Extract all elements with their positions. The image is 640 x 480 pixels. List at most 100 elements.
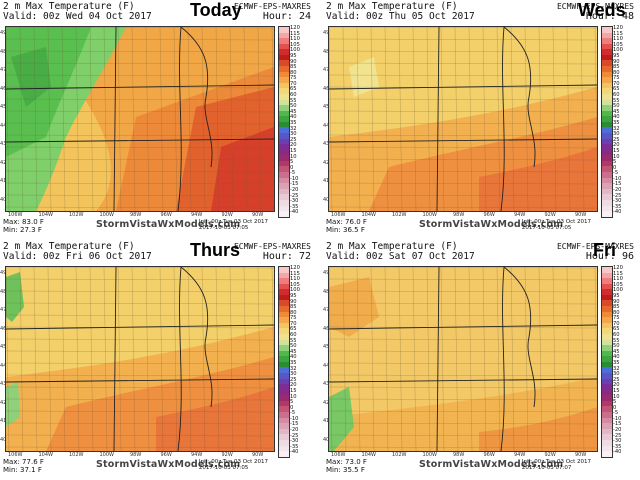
colorbar-swatch	[602, 99, 612, 106]
colorbar-label: 70	[613, 80, 620, 87]
colorbar-swatch	[279, 88, 289, 94]
colorbar-label: 5	[613, 399, 617, 406]
state-border	[180, 27, 213, 168]
colorbar-swatch	[279, 66, 289, 72]
colorbar-swatch	[602, 177, 612, 184]
min-value: Min: 27.3 F	[3, 226, 42, 234]
colorbar-label: 120	[613, 25, 623, 31]
colorbar-swatch	[602, 88, 612, 94]
colorbar-swatch	[602, 272, 612, 279]
colorbar-swatch	[279, 38, 289, 44]
colorbar-swatch	[602, 356, 612, 362]
colorbar-swatch	[279, 116, 289, 122]
colorbar-label: 5	[290, 159, 294, 166]
colorbar-swatch	[602, 166, 612, 173]
colorbar-swatch	[602, 121, 612, 128]
colorbar-label: -35	[290, 443, 299, 450]
colorbar-label: 115	[613, 270, 623, 277]
valid-time: Valid: 00z Wed 04 Oct 2017	[3, 11, 152, 22]
colorbar-swatch	[279, 199, 289, 206]
colorbar-swatch	[279, 300, 289, 307]
colorbar-label: 35	[613, 360, 620, 366]
colorbar-swatch	[602, 451, 612, 457]
max-value: Max: 77.6 F	[3, 458, 44, 466]
colorbar-label: -20	[613, 427, 622, 434]
brand-watermark: StormVistaWxModels.com	[419, 459, 564, 470]
colorbar-swatch	[279, 378, 289, 385]
forecast-panel-3: 120 115 110 105 100 95 90 85 80 75 70 65 60 55 50 45 40 3…	[0, 240, 316, 476]
colorbar-label: 5	[290, 399, 294, 406]
state-border	[113, 27, 117, 211]
colorbar-swatch	[279, 445, 289, 452]
colorbar-swatch	[279, 149, 289, 156]
min-value: Min: 37.1 F	[3, 466, 42, 474]
temperature-region	[156, 387, 274, 451]
temperature-region	[329, 277, 379, 337]
colorbar-label: 80	[613, 69, 620, 76]
colorbar-label: 70	[290, 80, 297, 87]
colorbar-label: 55	[613, 337, 620, 344]
colorbar-swatch	[602, 384, 612, 390]
colorbar-label: 10	[613, 393, 620, 400]
colorbar-swatch	[602, 339, 612, 346]
colorbar-swatch	[602, 49, 612, 55]
colorbar-swatch	[602, 172, 612, 178]
day-label: Today	[190, 0, 242, 20]
colorbar-swatch	[279, 350, 289, 357]
colorbar-swatch	[279, 77, 289, 83]
colorbar-label: -25	[613, 192, 622, 199]
colorbar-label: 105	[613, 281, 623, 288]
state-border	[503, 27, 536, 168]
colorbar-swatch	[602, 412, 612, 418]
colorbar-label: 65	[613, 86, 620, 93]
longitude-label: 92W	[544, 452, 556, 458]
colorbar-swatch	[602, 333, 612, 340]
colorbar-label: 120	[290, 25, 300, 31]
colorbar-swatch	[279, 144, 289, 150]
day-label: Fri	[593, 240, 617, 260]
colorbar-swatch	[279, 306, 289, 312]
longitude-label: 102W	[69, 212, 84, 218]
colorbar-label: 25	[290, 136, 297, 143]
state-border	[6, 138, 274, 143]
colorbar-swatch	[602, 32, 612, 39]
colorbar-label: -35	[613, 443, 622, 450]
longitude-label: 96W	[483, 452, 495, 458]
colorbar-swatch	[602, 300, 612, 307]
colorbar-swatch	[602, 71, 612, 78]
colorbar-swatch	[602, 361, 612, 368]
colorbar	[278, 266, 290, 458]
longitude-label: 90W	[252, 212, 264, 218]
colorbar-label: 55	[290, 337, 297, 344]
state-border	[436, 27, 440, 211]
colorbar-swatch	[602, 194, 612, 200]
init-line: Init: 00z Tue 03 Oct 2017	[521, 219, 591, 225]
longitude-label: 92W	[221, 452, 233, 458]
temperature-region	[479, 407, 597, 451]
map-field	[329, 27, 597, 211]
colorbar-label: 45	[290, 348, 297, 355]
colorbar-label: 110	[290, 276, 300, 283]
colorbar-label: 95	[613, 292, 620, 299]
state-border	[329, 84, 597, 90]
colorbar-swatch	[602, 445, 612, 452]
colorbar-label: 35	[290, 120, 297, 126]
colorbar-label: 105	[290, 41, 300, 48]
colorbar-label: 90	[290, 58, 297, 65]
valid-time: Valid: 00z Sat 07 Oct 2017	[326, 251, 475, 262]
colorbar-swatch	[602, 345, 612, 351]
init-timestamp: 2017-10-03 07:05	[198, 465, 249, 471]
colorbar-swatch	[279, 423, 289, 429]
colorbar-label: 20	[290, 382, 297, 389]
colorbar-swatch	[279, 294, 289, 301]
colorbar-swatch	[279, 278, 289, 284]
colorbar-swatch	[602, 149, 612, 156]
colorbar-label: 30	[290, 371, 297, 378]
colorbar-swatch	[602, 105, 612, 111]
init-line: Init: 00z Tue 03 Oct 2017	[198, 459, 268, 465]
temperature-region	[11, 47, 51, 107]
colorbar-label: 40	[613, 354, 620, 361]
colorbar-swatch	[602, 311, 612, 318]
colorbar-swatch	[279, 110, 289, 117]
